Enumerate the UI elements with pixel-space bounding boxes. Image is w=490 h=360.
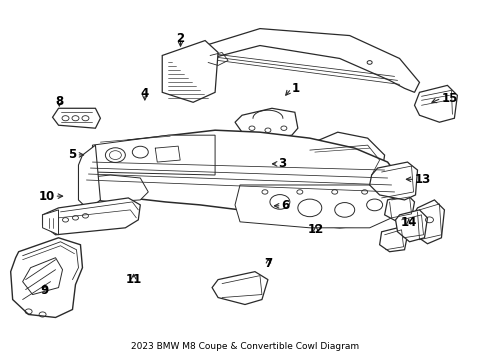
Text: 15: 15	[441, 92, 458, 105]
Polygon shape	[80, 130, 399, 228]
Text: 7: 7	[265, 257, 272, 270]
Text: 1: 1	[292, 82, 299, 95]
Polygon shape	[11, 238, 82, 318]
Text: 12: 12	[308, 223, 324, 236]
Polygon shape	[395, 210, 427, 242]
Polygon shape	[93, 135, 215, 175]
Text: 4: 4	[141, 87, 149, 100]
Polygon shape	[162, 41, 218, 102]
Text: 8: 8	[55, 95, 63, 108]
Polygon shape	[205, 28, 419, 92]
Polygon shape	[78, 145, 100, 210]
Polygon shape	[385, 195, 415, 222]
Polygon shape	[415, 85, 457, 122]
Polygon shape	[212, 272, 268, 305]
Text: 2023 BMW M8 Coupe & Convertible Cowl Diagram: 2023 BMW M8 Coupe & Convertible Cowl Dia…	[131, 342, 359, 351]
Polygon shape	[412, 200, 444, 244]
Text: 14: 14	[400, 216, 417, 229]
Text: 9: 9	[41, 284, 49, 297]
Polygon shape	[43, 198, 140, 235]
Text: 13: 13	[415, 173, 431, 186]
Polygon shape	[369, 162, 417, 200]
Polygon shape	[23, 258, 63, 294]
Text: 2: 2	[176, 32, 185, 45]
Text: 11: 11	[125, 273, 142, 286]
Text: 10: 10	[38, 190, 54, 203]
Polygon shape	[235, 185, 394, 228]
Polygon shape	[52, 108, 100, 128]
Polygon shape	[380, 228, 408, 252]
Polygon shape	[235, 108, 298, 138]
Polygon shape	[82, 175, 148, 202]
Text: 6: 6	[282, 199, 290, 212]
Text: 5: 5	[68, 148, 76, 161]
Polygon shape	[298, 132, 385, 180]
Polygon shape	[43, 210, 58, 235]
Text: 3: 3	[278, 157, 286, 170]
Polygon shape	[295, 165, 305, 178]
